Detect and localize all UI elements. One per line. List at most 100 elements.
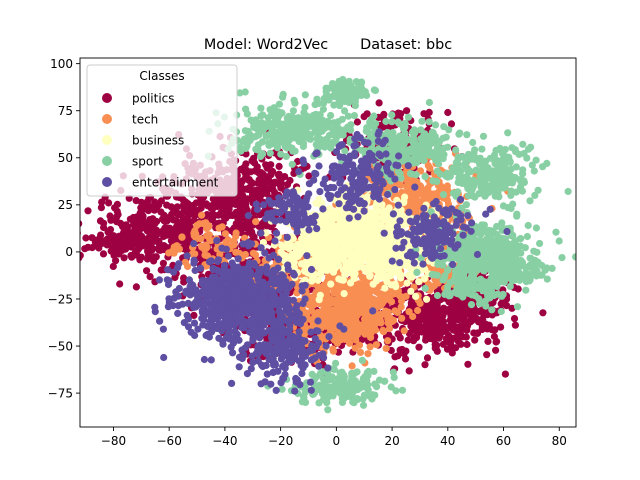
point-politics <box>237 165 245 173</box>
point-tech <box>377 311 385 319</box>
point-politics <box>109 262 117 270</box>
point-politics <box>248 157 256 165</box>
point-politics <box>460 314 468 322</box>
point-business <box>316 291 324 299</box>
point-sport <box>526 197 534 205</box>
point-business <box>325 215 333 223</box>
point-business <box>415 278 423 286</box>
point-politics <box>97 204 105 212</box>
point-tech <box>365 328 373 336</box>
point-politics <box>423 354 432 362</box>
point-politics <box>231 211 239 219</box>
point-politics <box>483 351 491 359</box>
point-politics <box>129 234 137 242</box>
point-business <box>383 277 391 286</box>
point-business <box>277 248 285 256</box>
point-tech <box>356 309 364 317</box>
point-politics <box>97 231 105 239</box>
point-politics <box>187 210 195 218</box>
point-politics <box>263 190 271 198</box>
point-sport <box>456 257 464 265</box>
point-politics <box>511 321 519 329</box>
point-tech <box>320 281 328 289</box>
point-sport <box>499 264 507 272</box>
point-politics <box>446 338 454 346</box>
point-politics <box>110 232 118 240</box>
point-politics <box>99 250 108 258</box>
point-business <box>314 276 322 284</box>
point-politics <box>249 194 257 202</box>
point-sport <box>497 307 505 316</box>
point-politics <box>464 360 472 368</box>
point-tech <box>173 242 181 250</box>
point-tech <box>410 190 418 198</box>
point-tech <box>400 327 408 335</box>
point-tech <box>372 287 381 295</box>
point-politics <box>275 162 283 170</box>
point-politics <box>246 228 254 236</box>
point-politics <box>143 255 152 263</box>
point-business <box>342 258 350 266</box>
point-business <box>323 266 332 274</box>
point-tech <box>385 324 394 333</box>
point-business <box>340 290 348 298</box>
point-tech <box>372 341 380 349</box>
point-politics <box>414 327 422 335</box>
point-politics <box>223 211 231 219</box>
point-politics <box>394 330 402 338</box>
point-sport <box>494 243 502 251</box>
point-tech <box>409 201 418 209</box>
point-politics <box>84 243 92 251</box>
point-politics <box>508 304 516 312</box>
point-business <box>374 256 382 264</box>
point-business <box>289 235 297 243</box>
point-politics <box>126 215 134 223</box>
point-business <box>403 279 411 287</box>
point-tech <box>414 306 422 315</box>
point-politics <box>262 161 270 169</box>
point-tech <box>221 230 229 238</box>
point-politics <box>106 226 115 234</box>
point-politics <box>269 180 277 188</box>
point-tech <box>397 181 405 189</box>
point-business <box>317 262 325 270</box>
point-politics <box>379 123 387 131</box>
point-politics <box>457 340 465 348</box>
point-tech <box>416 299 424 308</box>
point-tech <box>366 343 374 351</box>
point-tech <box>424 191 432 199</box>
point-politics <box>105 199 113 207</box>
point-politics <box>153 238 161 246</box>
point-politics <box>447 120 456 128</box>
point-politics <box>267 171 275 179</box>
point-tech <box>230 237 238 245</box>
point-politics <box>380 110 388 118</box>
point-politics <box>410 334 418 342</box>
point-business <box>306 240 314 249</box>
point-business <box>350 274 358 282</box>
point-politics <box>116 280 124 288</box>
point-politics <box>143 267 151 275</box>
point-sport <box>491 252 499 260</box>
point-tech <box>232 248 240 256</box>
point-politics <box>159 259 167 267</box>
point-politics <box>463 340 471 349</box>
point-tech <box>202 219 210 227</box>
point-politics <box>162 217 170 225</box>
point-sport <box>428 270 436 279</box>
point-sport <box>498 219 506 227</box>
point-tech <box>349 313 357 321</box>
point-politics <box>242 172 250 180</box>
point-politics <box>113 213 121 221</box>
point-politics <box>80 251 84 259</box>
point-politics <box>240 222 248 230</box>
point-business <box>339 276 347 284</box>
point-politics <box>433 347 441 355</box>
point-tech <box>184 262 192 271</box>
point-business <box>292 253 300 261</box>
point-politics <box>163 201 171 209</box>
point-politics <box>463 308 471 316</box>
point-business <box>367 217 375 225</box>
point-politics <box>482 320 490 329</box>
point-politics <box>136 256 144 264</box>
